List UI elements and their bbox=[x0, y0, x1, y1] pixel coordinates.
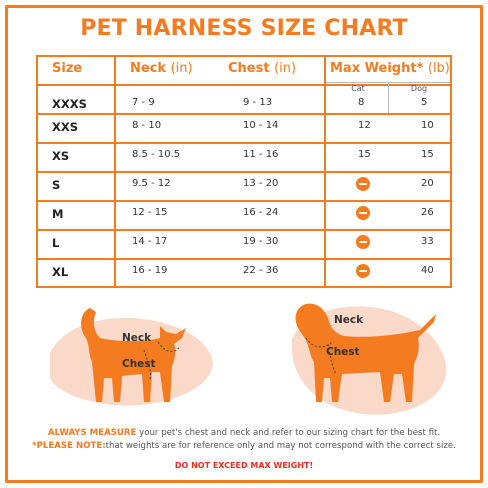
row-chest: 19 - 30 bbox=[243, 236, 279, 247]
subheader-divider bbox=[326, 82, 450, 83]
dog-chest-strap bbox=[327, 343, 337, 375]
not-recommended-icon bbox=[356, 235, 370, 249]
footer-line-1: ALWAYS MEASURE your pet's chest and neck… bbox=[0, 428, 488, 438]
row-chest: 22 - 36 bbox=[243, 265, 279, 276]
header-neck-label: Neck bbox=[130, 61, 167, 76]
footer-line-2: *PLEASE NOTE:that weights are for refere… bbox=[0, 441, 488, 451]
row-size: XXS bbox=[52, 120, 79, 134]
row-neck: 7 - 9 bbox=[132, 97, 155, 108]
dog-chest-label: Chest bbox=[326, 346, 360, 358]
row-cat-weight: 12 bbox=[358, 120, 371, 131]
dog-illustration: Neck Chest bbox=[284, 294, 454, 422]
row-dog-weight: 33 bbox=[421, 236, 434, 247]
row-divider bbox=[38, 142, 450, 144]
row-size: S bbox=[52, 178, 61, 192]
row-chest: 11 - 16 bbox=[243, 149, 279, 160]
footer-line-2-text: that weights are for reference only and … bbox=[105, 441, 456, 451]
row-cat-weight: 8 bbox=[358, 97, 365, 108]
row-dog-weight: 20 bbox=[421, 178, 434, 189]
header-size: Size bbox=[52, 61, 83, 76]
header-chest-label: Chest bbox=[228, 61, 270, 76]
size-table: Size Neck (in) Chest (in) Max Weight* (l… bbox=[36, 55, 452, 288]
not-recommended-icon bbox=[356, 177, 370, 191]
not-recommended-icon bbox=[356, 206, 370, 220]
cat-illustration: Neck Chest bbox=[40, 298, 220, 418]
row-chest: 13 - 20 bbox=[243, 178, 279, 189]
subheader-dog: Dog bbox=[410, 84, 428, 93]
max-weight-warning: DO NOT EXCEED MAX WEIGHT! bbox=[174, 461, 314, 470]
row-cat-weight: 15 bbox=[358, 149, 371, 160]
row-neck: 16 - 19 bbox=[132, 265, 168, 276]
subheader-col-divider bbox=[388, 83, 389, 113]
dog-neck-label: Neck bbox=[334, 314, 364, 326]
row-neck: 8.5 - 10.5 bbox=[132, 149, 181, 160]
footer-line-1-text: your pet's chest and neck and refer to o… bbox=[136, 428, 441, 438]
header-chest: Chest (in) bbox=[228, 61, 296, 76]
cat-chest-strap bbox=[143, 349, 151, 381]
row-neck: 9.5 - 12 bbox=[132, 178, 171, 189]
row-size: M bbox=[52, 207, 64, 221]
row-chest: 16 - 24 bbox=[243, 207, 279, 218]
page-title: PET HARNESS SIZE CHART bbox=[80, 16, 408, 41]
row-dog-weight: 26 bbox=[421, 207, 434, 218]
row-size: L bbox=[52, 236, 60, 250]
header-max-weight-unit: (lb) bbox=[427, 61, 450, 76]
row-chest: 10 - 14 bbox=[243, 120, 279, 131]
cat-silhouette bbox=[81, 308, 186, 402]
row-dog-weight: 10 bbox=[421, 120, 434, 131]
cat-figure bbox=[50, 308, 213, 406]
row-dog-weight: 5 bbox=[421, 97, 428, 108]
header-neck: Neck (in) bbox=[130, 61, 193, 76]
row-divider bbox=[38, 258, 450, 260]
not-recommended-icon bbox=[356, 264, 370, 278]
cat-neck-label: Neck bbox=[122, 332, 152, 344]
row-dog-weight: 40 bbox=[421, 265, 434, 276]
header-divider bbox=[38, 84, 450, 86]
row-size: XXXS bbox=[52, 97, 87, 111]
row-divider bbox=[38, 200, 450, 202]
row-size: XS bbox=[52, 149, 70, 163]
dog-figure bbox=[291, 303, 447, 415]
row-divider bbox=[38, 113, 450, 115]
row-dog-weight: 15 bbox=[421, 149, 434, 160]
header-max-weight-label: Max Weight* bbox=[330, 61, 424, 76]
row-divider bbox=[38, 171, 450, 173]
row-size: XL bbox=[52, 265, 69, 279]
cat-chest-label: Chest bbox=[122, 358, 156, 370]
cat-neck-strap bbox=[157, 341, 181, 352]
header-chest-unit: (in) bbox=[274, 61, 297, 76]
row-chest: 9 - 13 bbox=[243, 97, 273, 108]
footer-emphasis-note: *PLEASE NOTE: bbox=[32, 441, 106, 451]
header-neck-unit: (in) bbox=[170, 61, 193, 76]
header-max-weight: Max Weight* (lb) bbox=[330, 61, 450, 76]
page-border bbox=[5, 5, 483, 483]
row-divider bbox=[38, 229, 450, 231]
row-neck: 8 - 10 bbox=[132, 120, 162, 131]
dog-silhouette bbox=[295, 303, 436, 402]
row-neck: 12 - 15 bbox=[132, 207, 168, 218]
row-neck: 14 - 17 bbox=[132, 236, 168, 247]
footer-emphasis-measure: ALWAYS MEASURE bbox=[47, 428, 137, 438]
subheader-cat: Cat bbox=[351, 84, 365, 93]
